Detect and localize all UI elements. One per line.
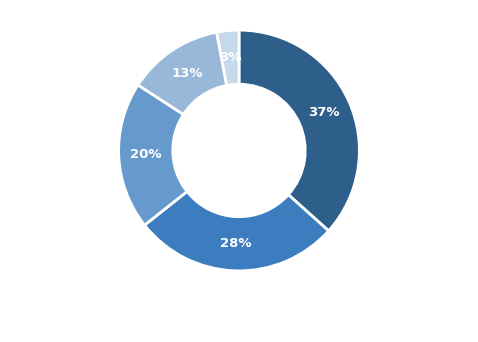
Text: 3%: 3%	[219, 51, 241, 64]
Wedge shape	[144, 192, 329, 271]
Wedge shape	[239, 30, 359, 231]
Legend: Sverige, USA, Europa, Tillväxtmarknader, Japan: Sverige, USA, Europa, Tillväxtmarknader,…	[59, 339, 419, 342]
Wedge shape	[138, 32, 227, 115]
Wedge shape	[217, 30, 239, 86]
Wedge shape	[119, 85, 187, 225]
Text: 13%: 13%	[171, 66, 203, 79]
Text: 37%: 37%	[308, 106, 340, 119]
Text: 20%: 20%	[130, 148, 162, 161]
Text: 28%: 28%	[220, 237, 252, 250]
